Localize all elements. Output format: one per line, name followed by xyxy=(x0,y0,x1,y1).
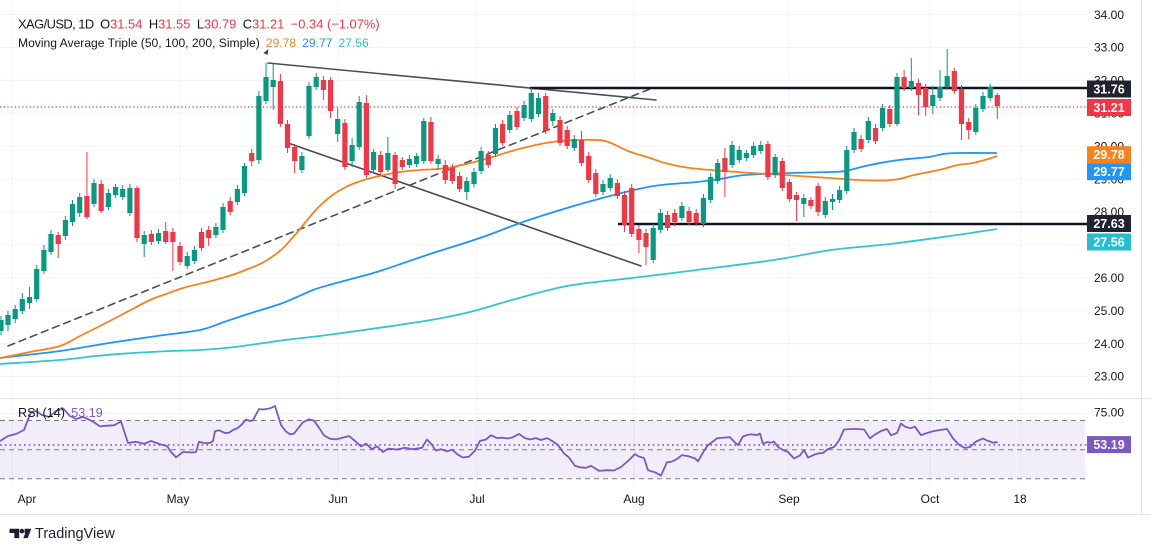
svg-text:23.00: 23.00 xyxy=(1094,370,1124,384)
svg-text:53.19: 53.19 xyxy=(1093,438,1124,452)
svg-text:RSI (14) 53.19: RSI (14) 53.19 xyxy=(18,406,103,420)
svg-text:27.63: 27.63 xyxy=(1093,217,1124,231)
svg-text:29.77: 29.77 xyxy=(1093,165,1124,179)
svg-text:Aug: Aug xyxy=(623,492,644,506)
svg-text:75.00: 75.00 xyxy=(1094,406,1124,420)
svg-text:18: 18 xyxy=(1013,492,1027,506)
svg-text:TradingView: TradingView xyxy=(35,526,115,542)
svg-text:Apr: Apr xyxy=(18,492,37,506)
svg-text:XAG/USD, 1D O31.54 H31.55 L30.: XAG/USD, 1D O31.54 H31.55 L30.79 C31.21 … xyxy=(18,17,380,32)
svg-text:27.56: 27.56 xyxy=(1093,235,1124,249)
svg-text:33.00: 33.00 xyxy=(1094,41,1124,55)
svg-text:26.00: 26.00 xyxy=(1094,271,1124,285)
svg-text:31.76: 31.76 xyxy=(1093,82,1124,96)
svg-text:25.00: 25.00 xyxy=(1094,304,1124,318)
svg-text:34.00: 34.00 xyxy=(1094,8,1124,22)
svg-text:Oct: Oct xyxy=(921,492,940,506)
svg-text:24.00: 24.00 xyxy=(1094,337,1124,351)
svg-text:May: May xyxy=(167,492,190,506)
svg-text:31.21: 31.21 xyxy=(1093,101,1124,115)
svg-text:Jun: Jun xyxy=(328,492,347,506)
svg-text:Sep: Sep xyxy=(778,492,800,506)
svg-text:Jul: Jul xyxy=(469,492,484,506)
svg-text:29.78: 29.78 xyxy=(1093,148,1124,162)
svg-text:Moving Average Triple (50, 100: Moving Average Triple (50, 100, 200, Sim… xyxy=(18,36,369,50)
